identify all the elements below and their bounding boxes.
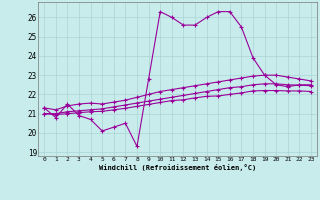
X-axis label: Windchill (Refroidissement éolien,°C): Windchill (Refroidissement éolien,°C) (99, 164, 256, 171)
